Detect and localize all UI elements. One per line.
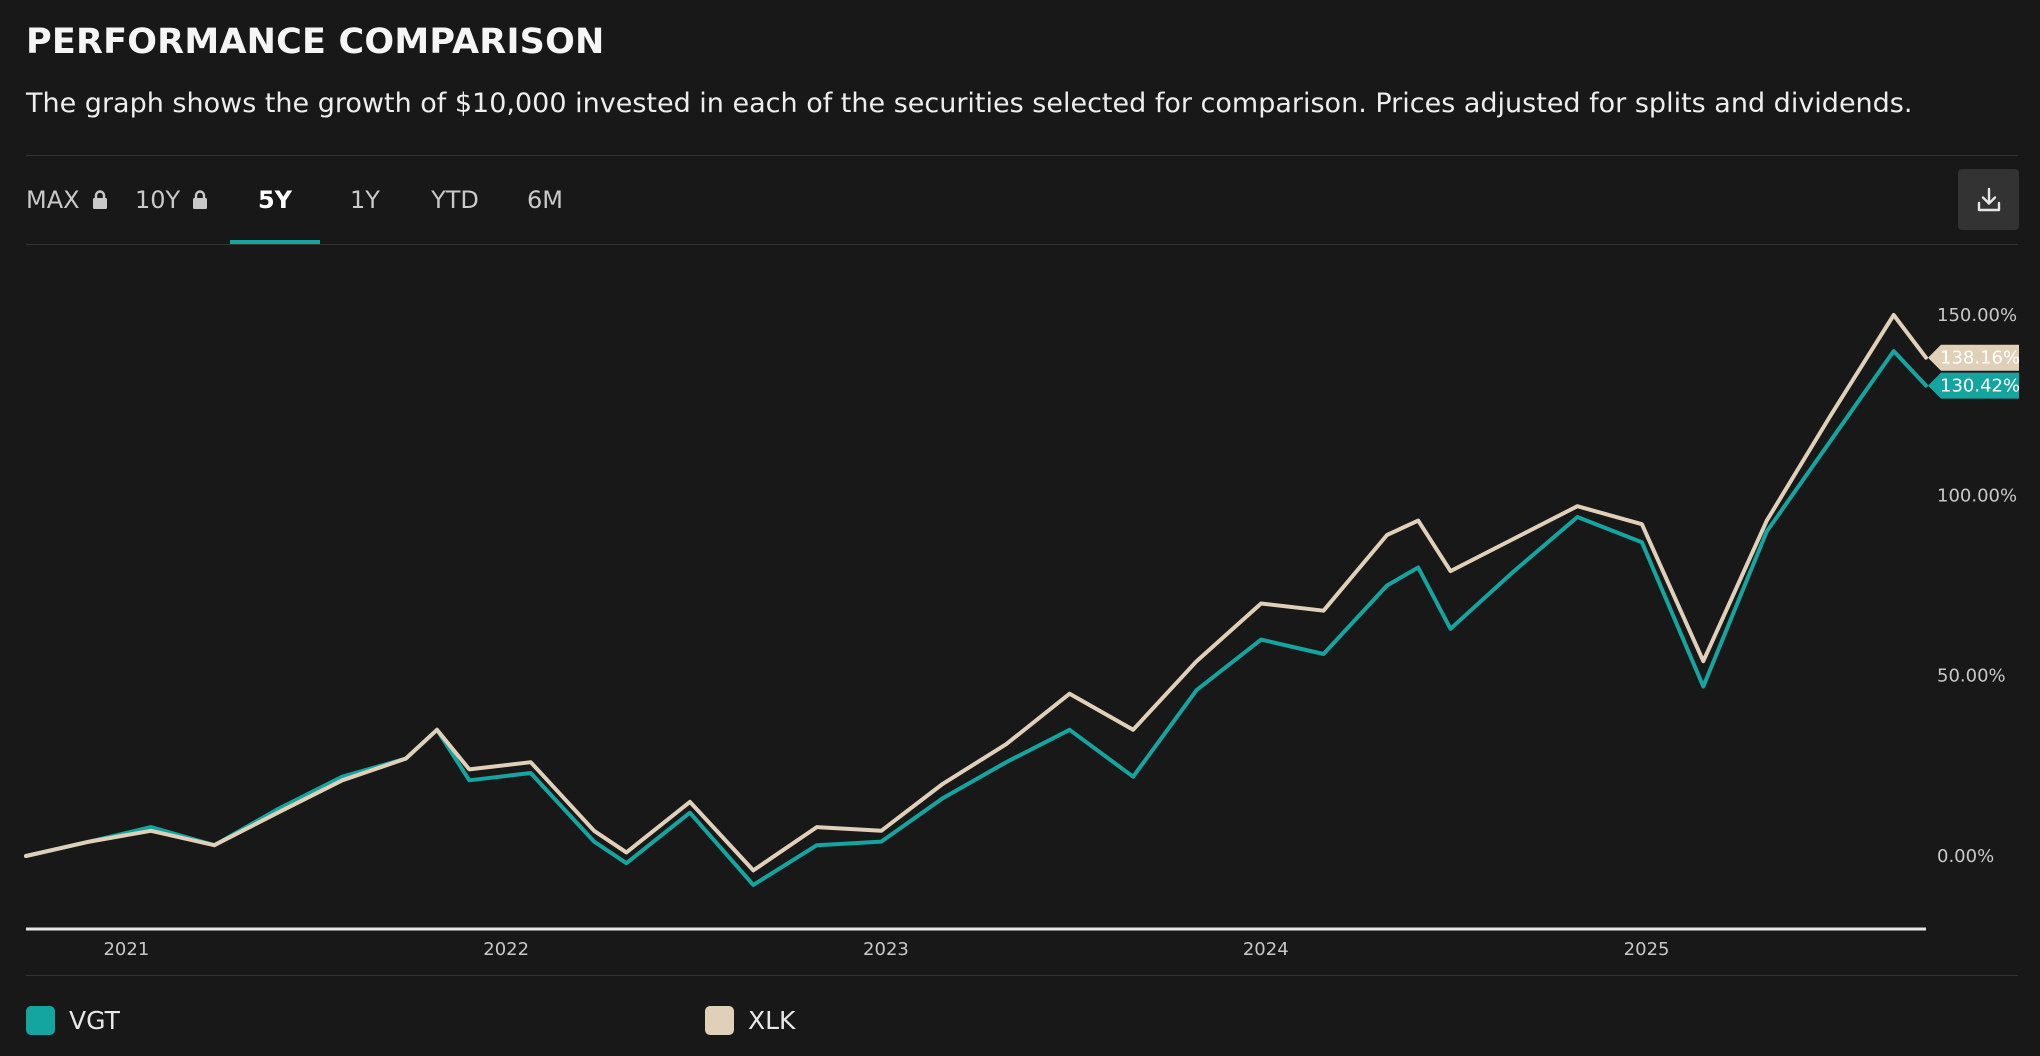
end-value-tag-vgt xyxy=(1928,372,2019,399)
legend-swatch-xlk xyxy=(705,1006,734,1035)
tab-5y-label: 5Y xyxy=(257,186,293,214)
legend-item-vgt[interactable]: VGT xyxy=(26,1006,120,1035)
x-tick-label: 2023 xyxy=(863,939,909,960)
tab-6m-label: 6M xyxy=(527,186,563,214)
end-value-label-xlk: 138.16% xyxy=(1940,348,2020,369)
tab-6m[interactable]: 6M xyxy=(500,156,590,244)
y-tick-label: 50.00% xyxy=(1937,666,2006,687)
header-divider xyxy=(26,155,2018,156)
time-range-tabs: MAX 10Y 5Y 1Y YTD 6M xyxy=(26,156,590,244)
download-icon xyxy=(1977,187,2000,211)
tab-1y[interactable]: 1Y xyxy=(320,156,410,244)
page-title: PERFORMANCE COMPARISON xyxy=(26,22,605,62)
end-value-tag-xlk xyxy=(1928,344,2019,371)
end-value-label-vgt: 130.42% xyxy=(1940,376,2020,397)
tab-ytd[interactable]: YTD xyxy=(410,156,500,244)
x-tick-label: 2024 xyxy=(1243,939,1289,960)
x-tick-label: 2021 xyxy=(103,939,149,960)
tabs-divider xyxy=(26,244,2018,245)
legend-item-xlk[interactable]: XLK xyxy=(705,1006,795,1035)
legend-label-vgt: VGT xyxy=(69,1006,120,1035)
download-button[interactable] xyxy=(1958,169,2019,230)
tab-5y[interactable]: 5Y xyxy=(230,156,320,244)
series-line-xlk xyxy=(24,313,1928,873)
legend-divider xyxy=(26,975,2018,976)
tab-max[interactable]: MAX xyxy=(26,156,135,244)
lock-icon xyxy=(92,190,107,209)
y-tick-label: 100.00% xyxy=(1937,485,2017,506)
x-tick-label: 2022 xyxy=(483,939,529,960)
tab-10y[interactable]: 10Y xyxy=(135,156,230,244)
tab-ytd-label: YTD xyxy=(431,186,479,214)
tab-max-label: MAX xyxy=(26,186,80,214)
performance-chart: 0.00% 50.00% 100.00% 150.00% 2021 2022 2023 202… xyxy=(24,305,2020,960)
chart-description: The graph shows the growth of $10,000 in… xyxy=(26,88,1913,119)
legend-swatch-vgt xyxy=(26,1006,55,1035)
series-line-vgt xyxy=(24,349,1928,887)
legend-label-xlk: XLK xyxy=(748,1006,796,1035)
lock-icon xyxy=(193,190,208,209)
tab-1y-label: 1Y xyxy=(350,186,380,214)
tab-10y-label: 10Y xyxy=(135,186,181,214)
y-tick-label: 0.00% xyxy=(1937,846,1994,867)
x-tick-label: 2025 xyxy=(1624,939,1670,960)
y-tick-label: 150.00% xyxy=(1937,305,2017,326)
